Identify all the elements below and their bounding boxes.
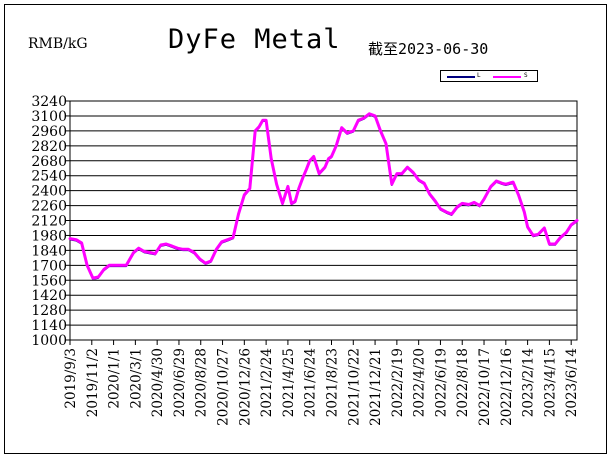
chart-title: DyFe Metal <box>168 24 341 55</box>
legend-label-s: S <box>524 72 528 79</box>
series-line-s <box>68 112 579 280</box>
unit-label: RMB/kG <box>28 36 88 52</box>
x-tick-label: 2020/4/30 <box>150 348 166 417</box>
y-tick-label: 3240 <box>31 94 67 110</box>
y-tick-label: 2540 <box>31 169 67 185</box>
x-tick-label: 2021/10/22 <box>346 348 362 426</box>
as-of-date: 截至2023-06-30 <box>368 40 489 58</box>
series-layer <box>68 112 579 280</box>
x-tick-label: 2020/6/29 <box>172 348 188 417</box>
y-tick-label: 2960 <box>31 124 67 140</box>
legend: L S <box>440 70 538 82</box>
x-tick-label: 2020/12/26 <box>237 348 253 426</box>
x-tick-label: 2020/8/28 <box>194 348 210 417</box>
y-tick-label: 1840 <box>31 243 67 259</box>
y-tick-label: 2120 <box>31 214 67 230</box>
x-tick-label: 2019/9/3 <box>63 348 79 409</box>
x-tick-label: 2023/4/15 <box>542 348 558 417</box>
x-tick-label: 2022/8/18 <box>455 348 471 417</box>
legend-label-l: L <box>477 72 481 79</box>
x-tick-label: 2021/12/21 <box>368 348 384 426</box>
y-tick-label: 1980 <box>31 228 67 244</box>
x-tick-label: 2022/10/17 <box>477 348 493 426</box>
legend-line-s <box>493 76 521 78</box>
y-tick-label: 1280 <box>31 303 67 319</box>
y-tick-label: 2400 <box>31 184 67 200</box>
x-tick-label: 2023/6/14 <box>564 348 580 417</box>
legend-line-l <box>447 76 475 78</box>
x-tick-label: 2022/4/20 <box>412 348 428 417</box>
x-tick-label: 2021/2/24 <box>259 348 275 417</box>
y-tick-label: 2820 <box>31 139 67 155</box>
y-tick-layer: 1000114012801420156017001840198021202260… <box>31 94 67 349</box>
y-tick-label: 1700 <box>31 258 67 274</box>
x-tick-label: 2022/12/16 <box>499 348 515 426</box>
x-tick-label: 2022/2/19 <box>390 348 406 417</box>
x-tick-label: 2019/11/2 <box>85 348 101 417</box>
x-tick-label: 2021/6/24 <box>303 348 319 417</box>
x-tick-label: 2021/8/23 <box>324 348 340 417</box>
x-tick-label: 2020/3/1 <box>128 348 144 409</box>
series-line-l <box>69 114 578 280</box>
x-tick-label: 2023/2/14 <box>521 348 537 417</box>
y-tick-label: 2680 <box>31 154 67 170</box>
x-tick-layer: 2019/9/3 2019/11/2 2020/1/1 2020/3/1 2020/4/… <box>63 348 580 426</box>
x-tick-label: 2021/4/25 <box>281 348 297 417</box>
x-tick-label: 2020/1/1 <box>107 348 123 409</box>
grid-layer <box>65 100 578 345</box>
y-tick-label: 3100 <box>31 109 67 125</box>
y-tick-label: 1560 <box>31 273 67 289</box>
x-tick-label: 2020/10/27 <box>216 348 232 426</box>
y-tick-label: 1140 <box>31 318 67 334</box>
y-tick-label: 1420 <box>31 288 67 304</box>
x-tick-label: 2022/6/19 <box>433 348 449 417</box>
y-tick-label: 2260 <box>31 199 67 215</box>
y-tick-label: 1000 <box>31 333 67 349</box>
